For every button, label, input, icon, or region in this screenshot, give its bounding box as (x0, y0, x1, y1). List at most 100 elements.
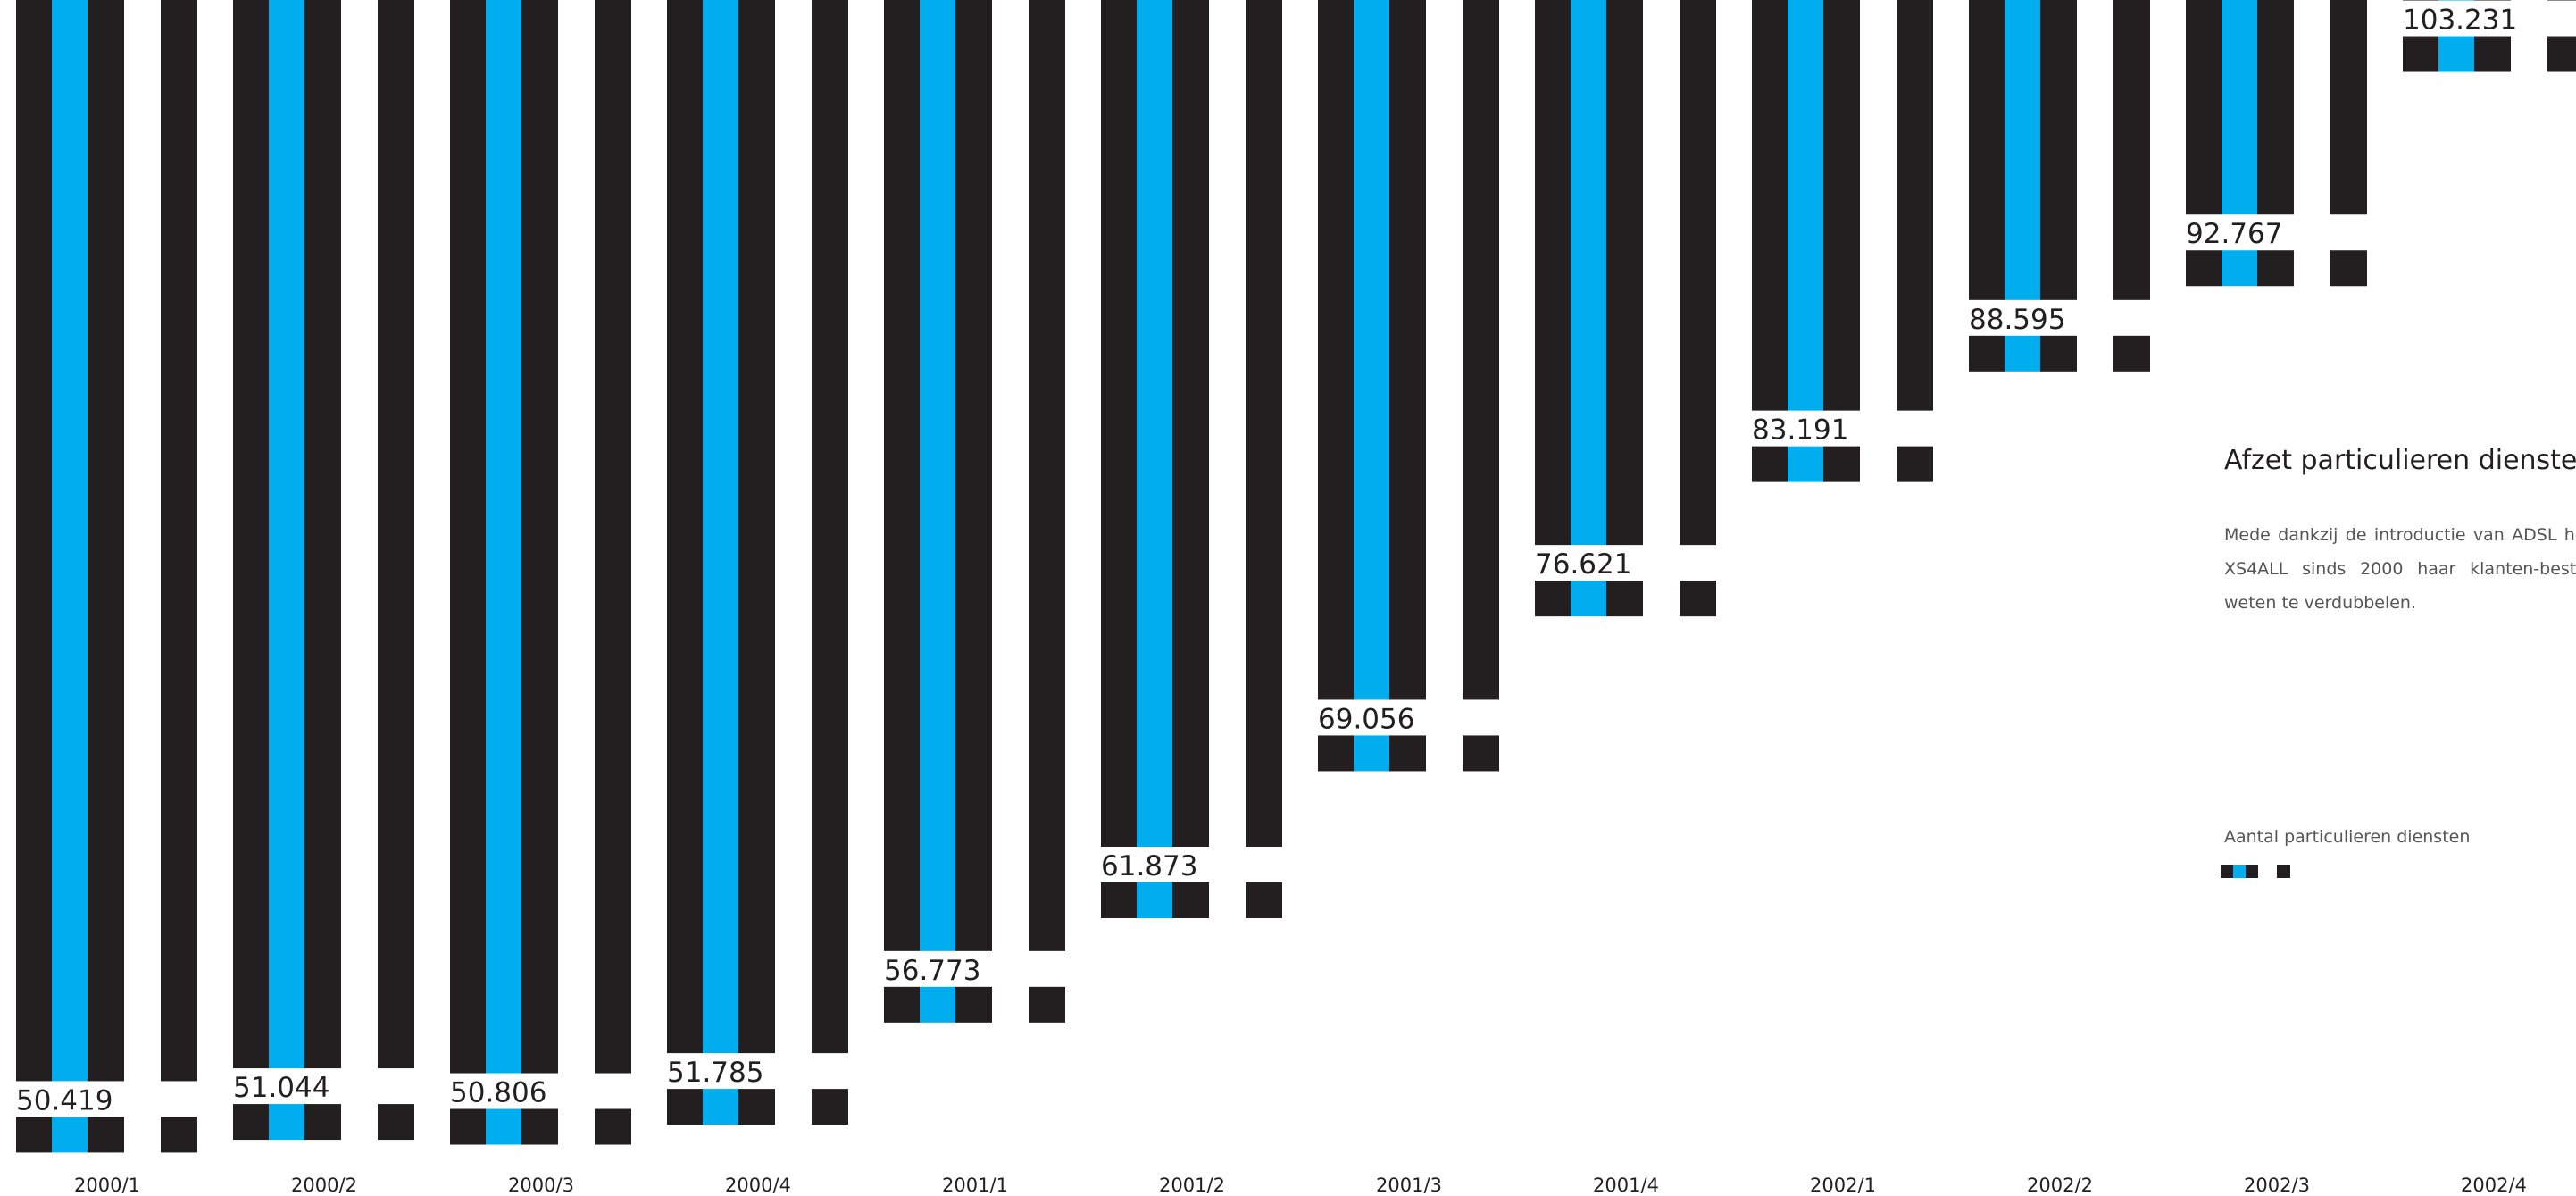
bar-6-stripe-accent (1354, 0, 1389, 700)
bar-3-base-accent (703, 1089, 738, 1125)
bar-11-base-accent (2438, 36, 2474, 72)
bar-1-base-left (233, 1104, 269, 1141)
bar-4-base-right (955, 986, 992, 1023)
bar-3-thin (812, 0, 848, 1054)
bar-0-base-accent (52, 1117, 88, 1153)
data-label-1: 51.044 (233, 1072, 329, 1104)
bar-10-stripe-right (2257, 0, 2294, 215)
data-label-5: 61.873 (1101, 850, 1197, 882)
bar-7-base-accent (1571, 581, 1606, 617)
bar-9-base-thin (2113, 335, 2150, 372)
bar-2-base-accent (486, 1108, 521, 1145)
x-tick-label-6: 2001/3 (1376, 1175, 1442, 1196)
legend-swatch-dark-right (2246, 865, 2258, 878)
bar-0-base-right (88, 1117, 124, 1153)
data-label-3: 51.785 (667, 1057, 763, 1089)
bar-7-stripe-right (1606, 0, 1643, 546)
bar-3-stripe-left (667, 0, 703, 1054)
data-label-10: 92.767 (2186, 218, 2282, 250)
bar-6-base-thin (1463, 735, 1499, 772)
x-tick-label-4: 2001/1 (942, 1175, 1008, 1196)
bar-4-base-left (884, 986, 920, 1023)
bar-11-stripe-left (2403, 0, 2438, 1)
bar-1-base-accent (269, 1104, 304, 1141)
data-label-2: 50.806 (450, 1077, 546, 1109)
bar-1-stripe-accent (269, 0, 304, 1069)
bar-11-base-left (2403, 36, 2438, 72)
bar-0-thin (161, 0, 197, 1082)
bar-2-base-left (450, 1108, 486, 1145)
bar-0-base-thin (161, 1117, 197, 1153)
data-label-6: 69.056 (1318, 703, 1414, 735)
bar-10-thin (2330, 0, 2367, 215)
bar-9-stripe-accent (2005, 0, 2040, 300)
bar-11-base-thin (2547, 36, 2576, 72)
data-label-0: 50.419 (16, 1084, 113, 1117)
bar-0-stripe-accent (52, 0, 88, 1082)
data-label-8: 83.191 (1752, 414, 1848, 447)
bar-4-stripe-accent (920, 0, 955, 951)
bar-3-base-right (738, 1089, 775, 1125)
legend-swatch-accent (2233, 865, 2246, 878)
bar-5-base-right (1172, 882, 1209, 919)
x-tick-label-11: 2002/4 (2461, 1175, 2527, 1196)
bar-5-stripe-right (1172, 0, 1209, 848)
bar-9-base-right (2040, 335, 2077, 372)
data-label-7: 76.621 (1535, 548, 1631, 581)
x-tick-label-9: 2002/2 (2027, 1175, 2093, 1196)
bar-1-base-thin (378, 1104, 414, 1141)
bar-9-stripe-right (2040, 0, 2077, 300)
x-tick-label-8: 2002/1 (1810, 1175, 1876, 1196)
x-tick-label-1: 2000/2 (291, 1175, 357, 1196)
bar-10-stripe-accent (2222, 0, 2257, 215)
bar-1-stripe-right (304, 0, 341, 1069)
bar-1-base-right (304, 1104, 341, 1141)
bar-7-base-right (1606, 581, 1643, 617)
bar-3-base-thin (812, 1089, 848, 1125)
bar-2-base-right (521, 1108, 558, 1145)
bar-10-base-thin (2330, 250, 2367, 287)
bar-3-stripe-accent (703, 0, 738, 1054)
x-tick-label-0: 2000/1 (74, 1175, 140, 1196)
bar-3-stripe-right (738, 0, 775, 1054)
bar-5-thin (1246, 0, 1282, 848)
bar-7-stripe-accent (1571, 0, 1606, 546)
bar-4-stripe-left (884, 0, 920, 951)
x-tick-label-10: 2002/3 (2244, 1175, 2310, 1196)
bar-11-stripe-right (2474, 0, 2511, 1)
bar-7-base-thin (1680, 581, 1716, 617)
bar-4-stripe-right (955, 0, 992, 951)
bar-8-base-right (1823, 446, 1860, 482)
bar-11-stripe-accent (2438, 0, 2474, 1)
bar-10-base-right (2257, 250, 2294, 287)
bar-5-base-thin (1246, 882, 1282, 919)
bar-9-base-left (1969, 335, 2005, 372)
bar-1-stripe-left (233, 0, 269, 1069)
bar-0-stripe-left (16, 0, 52, 1082)
bar-4-thin (1029, 0, 1065, 951)
bar-9-stripe-left (1969, 0, 2005, 300)
bar-0-stripe-right (88, 0, 124, 1082)
bar-0-base-left (16, 1117, 52, 1153)
bar-8-base-accent (1788, 446, 1823, 482)
bar-5-stripe-left (1101, 0, 1137, 848)
bar-6-base-right (1389, 735, 1426, 772)
bar-4-base-accent (920, 986, 955, 1023)
bar-8-stripe-right (1823, 0, 1860, 411)
legend-swatch-dark-left (2221, 865, 2233, 878)
bar-8-stripe-left (1752, 0, 1788, 411)
bar-2-base-thin (595, 1108, 631, 1145)
bar-8-thin (1897, 0, 1933, 411)
bar-11-thin (2547, 0, 2576, 1)
bar-10-base-left (2186, 250, 2222, 287)
data-label-11: 103.231 (2403, 4, 2517, 37)
bar-8-stripe-accent (1788, 0, 1823, 411)
bar-7-base-left (1535, 581, 1571, 617)
bar-10-stripe-left (2186, 0, 2222, 215)
data-label-9: 88.595 (1969, 304, 2065, 336)
bar-1-thin (378, 0, 414, 1069)
bar-5-base-accent (1137, 882, 1172, 919)
x-tick-label-7: 2001/4 (1593, 1175, 1659, 1196)
bar-6-stripe-right (1389, 0, 1426, 700)
